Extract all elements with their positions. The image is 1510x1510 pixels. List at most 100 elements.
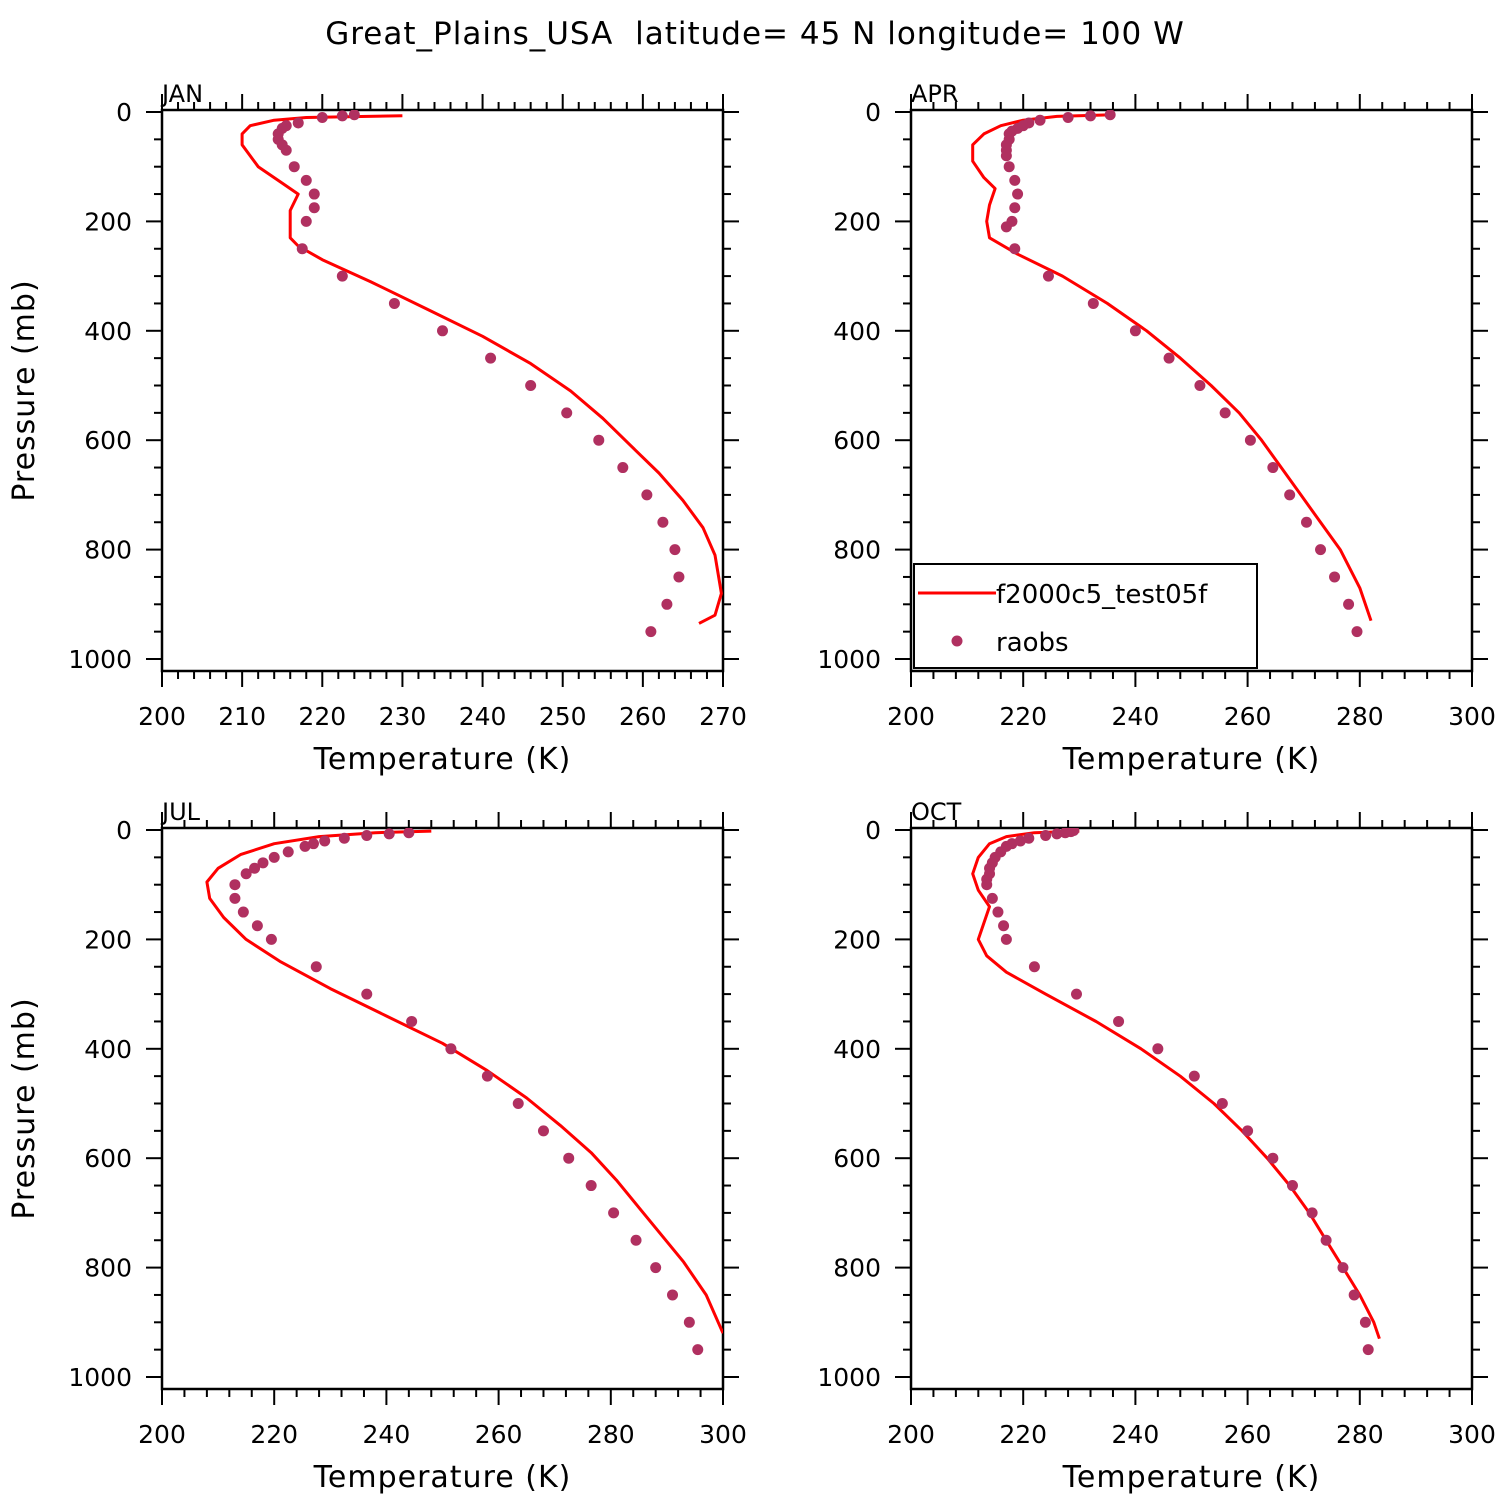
obs-point [1009, 243, 1021, 255]
y-tick-label: 1000 [68, 645, 132, 674]
plot-area [205, 828, 723, 1356]
obs-point [336, 110, 348, 122]
x-tick-label: 260 [1224, 1420, 1272, 1449]
obs-point [992, 906, 1004, 918]
y-tick-label: 400 [84, 317, 132, 346]
obs-point [1104, 110, 1116, 121]
y-tick-label: 1000 [817, 1363, 881, 1392]
x-tick-label: 300 [1448, 702, 1496, 731]
x-axis-label: Temperature (K) [1062, 1460, 1321, 1495]
y-tick-label: 1000 [817, 645, 881, 674]
x-tick-label: 270 [699, 702, 747, 731]
x-tick-label: 280 [1336, 702, 1384, 731]
x-tick-label: 200 [138, 1420, 186, 1449]
plot-area [971, 828, 1381, 1356]
obs-point [1085, 110, 1097, 122]
y-tick-label: 600 [84, 1144, 132, 1173]
obs-point [296, 243, 308, 255]
obs-point [981, 879, 993, 891]
y-tick-label: 200 [833, 925, 881, 954]
y-tick-label: 600 [833, 426, 881, 455]
obs-point [249, 862, 261, 874]
model-line [971, 829, 1381, 1340]
y-tick-label: 800 [84, 536, 132, 565]
x-axis-label: Temperature (K) [1062, 742, 1321, 777]
y-tick-label: 200 [833, 207, 881, 236]
x-tick-label: 260 [1224, 702, 1272, 731]
x-tick-label: 240 [459, 702, 507, 731]
plot-frame [160, 108, 725, 673]
obs-point [268, 851, 280, 863]
obs-point [1000, 221, 1012, 233]
x-tick-label: 250 [539, 702, 587, 731]
obs-point [1194, 380, 1206, 391]
obs-point [310, 961, 322, 973]
obs-point [593, 434, 605, 446]
obs-point [1267, 1152, 1279, 1164]
obs-point [667, 1289, 679, 1301]
obs-point [1087, 297, 1099, 309]
x-axis-label: Temperature (K) [313, 1460, 572, 1495]
obs-point [585, 1180, 597, 1192]
obs-point [299, 840, 311, 852]
obs-point [645, 626, 657, 638]
x-tick-label: 200 [138, 702, 186, 731]
obs-point [1152, 1043, 1164, 1055]
obs-point [308, 202, 320, 214]
obs-point [308, 188, 320, 200]
obs-point [998, 920, 1010, 932]
x-tick-label: 210 [218, 702, 266, 731]
legend-obs-label: raobs [996, 628, 1069, 658]
obs-point [338, 832, 350, 844]
obs-point [1040, 829, 1052, 841]
obs-point [282, 846, 294, 858]
x-tick-label: 240 [363, 1420, 411, 1449]
plot-area [971, 110, 1373, 638]
x-tick-label: 220 [999, 702, 1047, 731]
obs-point [1348, 1289, 1360, 1301]
obs-point [661, 598, 673, 610]
y-tick-label: 800 [833, 1254, 881, 1283]
obs-point [1113, 1015, 1125, 1027]
y-tick-label: 600 [84, 426, 132, 455]
obs-point [445, 1043, 457, 1055]
obs-point [1244, 434, 1256, 446]
legend-box [913, 563, 1258, 669]
y-tick-label: 200 [84, 925, 132, 954]
figure-title: Great_Plains_USA latitude= 45 N longitud… [325, 16, 1185, 52]
legend-obs-marker [951, 635, 963, 647]
obs-point [383, 828, 395, 840]
obs-point [1315, 544, 1327, 556]
y-tick-label: 400 [833, 317, 881, 346]
plot-area [240, 110, 723, 638]
x-tick-label: 260 [475, 1420, 523, 1449]
obs-point [1003, 161, 1015, 173]
obs-point [251, 920, 263, 932]
obs-point [563, 1152, 575, 1164]
obs-point [481, 1070, 493, 1082]
obs-point [1062, 111, 1074, 123]
obs-point [336, 270, 348, 282]
obs-point [403, 828, 415, 839]
obs-point [1034, 114, 1046, 126]
x-tick-label: 230 [379, 702, 427, 731]
obs-point [1216, 1098, 1228, 1109]
y-tick-label: 400 [833, 1035, 881, 1064]
obs-point [307, 838, 319, 850]
panel-label: JAN [160, 80, 203, 108]
x-tick-label: 220 [250, 1420, 298, 1449]
obs-point [388, 297, 400, 309]
y-tick-label: 1000 [68, 1363, 132, 1392]
obs-point [1009, 202, 1021, 214]
obs-point [1129, 325, 1141, 337]
x-axis-label: Temperature (K) [313, 742, 572, 777]
obs-point [1163, 352, 1175, 364]
obs-point [1059, 828, 1071, 839]
obs-point [1012, 188, 1024, 200]
